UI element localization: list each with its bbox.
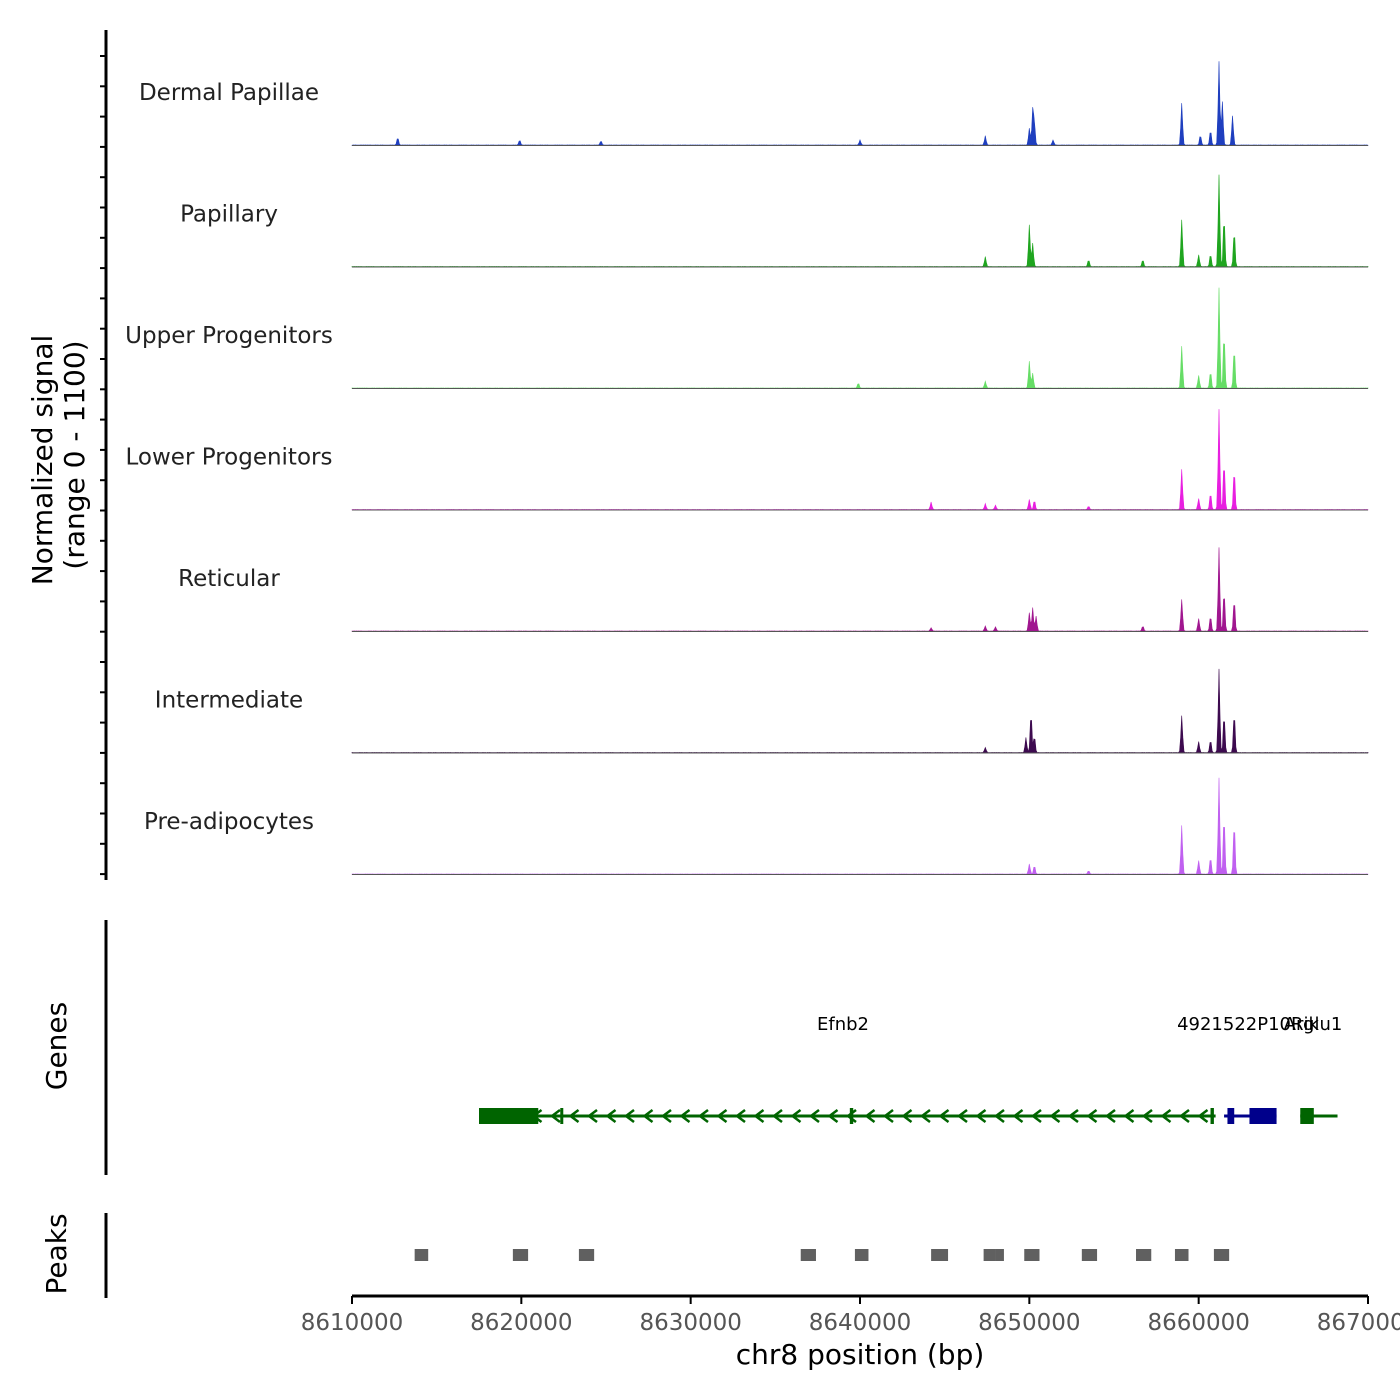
exon — [560, 1108, 564, 1124]
strand-arrow — [901, 1109, 913, 1123]
genes-track-label: Genes — [40, 1002, 73, 1090]
x-tick-label: 8630000 — [639, 1310, 741, 1336]
exon — [479, 1108, 539, 1124]
strand-arrow — [605, 1109, 617, 1123]
peak-region — [800, 1249, 816, 1261]
coverage-track — [351, 287, 1369, 389]
strand-arrow — [1067, 1109, 1079, 1123]
strand-arrow — [790, 1109, 802, 1123]
peak-region — [983, 1249, 996, 1261]
peak-region — [1024, 1249, 1040, 1261]
gene-efnb2: Efnb2 — [479, 1014, 1216, 1124]
coverage-track — [351, 777, 1369, 875]
coverage-area — [351, 777, 1369, 875]
strand-arrow — [1197, 1109, 1209, 1123]
coverage-area — [351, 547, 1369, 632]
strand-arrow — [1178, 1109, 1190, 1123]
track-label: Reticular — [178, 566, 280, 592]
peak-region — [578, 1249, 595, 1261]
gene-arglu1: Arglu1 — [1284, 1014, 1343, 1124]
strand-arrow — [1104, 1109, 1116, 1123]
coverage-track — [351, 409, 1369, 511]
strand-arrow — [1123, 1109, 1135, 1123]
x-axis-title: chr8 position (bp) — [736, 1338, 985, 1371]
y-axis-label-line2: (range 0 - 1100) — [58, 340, 91, 569]
coverage-area — [351, 287, 1369, 389]
strand-arrow — [623, 1109, 635, 1123]
strand-arrow — [919, 1109, 931, 1123]
peak-region — [414, 1249, 429, 1261]
strand-arrow — [827, 1109, 839, 1123]
strand-arrow — [642, 1109, 654, 1123]
gene-label: Efnb2 — [817, 1014, 869, 1035]
y-axis-label-line1: Normalized signal — [26, 335, 59, 586]
x-tick-label: 8650000 — [978, 1310, 1080, 1336]
coverage-area — [351, 174, 1369, 268]
strand-arrow — [697, 1109, 709, 1123]
strand-arrow — [660, 1109, 672, 1123]
coverage-area — [351, 668, 1369, 754]
strand-arrow — [753, 1109, 765, 1123]
gene-label: 4921522P10Rik — [1177, 1014, 1319, 1035]
exon — [1249, 1108, 1277, 1124]
strand-arrow — [882, 1109, 894, 1123]
strand-arrow — [808, 1109, 820, 1123]
exon — [1300, 1108, 1314, 1124]
coverage-track — [351, 668, 1369, 754]
strand-arrow — [975, 1109, 987, 1123]
strand-arrow — [993, 1109, 1005, 1123]
peak-region — [854, 1249, 869, 1261]
exon — [1227, 1108, 1235, 1124]
strand-arrow — [956, 1109, 968, 1123]
peak-region — [512, 1249, 529, 1261]
x-tick-label: 8610000 — [301, 1310, 403, 1336]
strand-arrow — [845, 1109, 857, 1123]
track-label: Dermal Papillae — [139, 80, 319, 106]
coverage-track — [351, 547, 1369, 632]
peaks-track-label: Peaks — [40, 1213, 73, 1294]
coverage-track — [351, 61, 1369, 146]
peak-region — [1174, 1249, 1189, 1261]
strand-arrow — [716, 1109, 728, 1123]
coverage-area — [351, 409, 1369, 511]
exon — [1210, 1108, 1214, 1124]
strand-arrow — [1141, 1109, 1153, 1123]
coverage-track — [351, 174, 1369, 268]
gene-label: Arglu1 — [1284, 1014, 1343, 1035]
x-tick-label: 8660000 — [1147, 1310, 1249, 1336]
strand-arrow — [1160, 1109, 1172, 1123]
strand-arrow — [864, 1109, 876, 1123]
coverage-area — [351, 61, 1369, 146]
x-tick-label: 8620000 — [470, 1310, 572, 1336]
strand-arrow — [549, 1109, 561, 1123]
strand-arrow — [679, 1109, 691, 1123]
x-tick-label: 8670000 — [1317, 1310, 1400, 1336]
track-label: Upper Progenitors — [125, 323, 333, 349]
track-label: Intermediate — [155, 688, 303, 714]
peak-region — [931, 1249, 949, 1261]
peak-region — [1213, 1249, 1230, 1261]
peak-region — [1081, 1249, 1098, 1261]
track-label: Lower Progenitors — [126, 445, 333, 471]
strand-arrow — [1049, 1109, 1061, 1123]
strand-arrow — [938, 1109, 950, 1123]
strand-arrow — [771, 1109, 783, 1123]
exon — [849, 1108, 854, 1124]
peak-region — [1136, 1249, 1152, 1261]
strand-arrow — [568, 1109, 580, 1123]
strand-arrow — [586, 1109, 598, 1123]
peak-region — [995, 1249, 1004, 1261]
x-tick-label: 8640000 — [809, 1310, 911, 1336]
strand-arrow — [1086, 1109, 1098, 1123]
strand-arrow — [1030, 1109, 1042, 1123]
strand-arrow — [734, 1109, 746, 1123]
gene-4921522p10rik: 4921522P10Rik — [1177, 1014, 1320, 1124]
strand-arrow — [1012, 1109, 1024, 1123]
track-label: Pre-adipocytes — [144, 809, 314, 835]
track-label: Papillary — [180, 202, 278, 228]
